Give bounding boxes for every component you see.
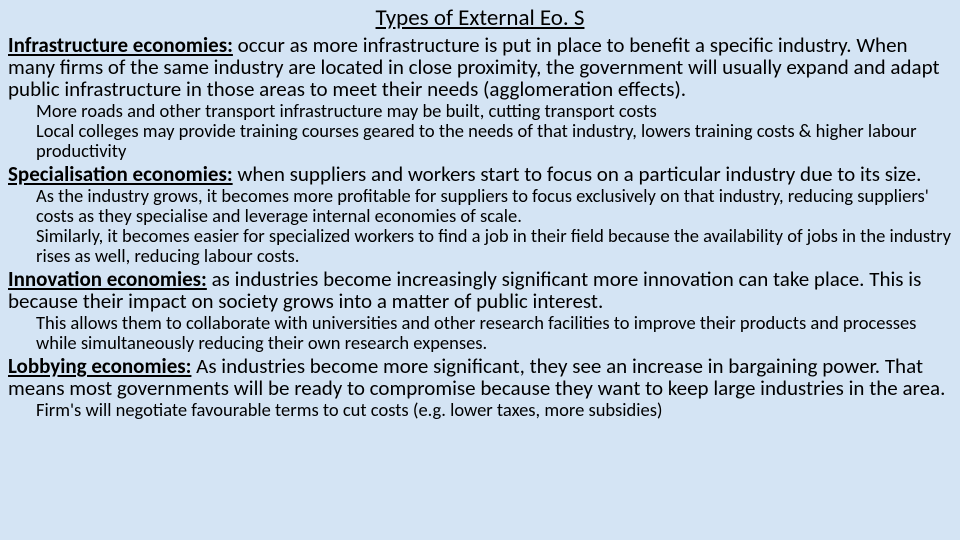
sub-list: More roads and other transport infrastru… bbox=[8, 101, 952, 161]
sub-list: Firm's will negotiate favourable terms t… bbox=[8, 400, 952, 420]
sub-item: Similarly, it becomes easier for special… bbox=[36, 226, 952, 266]
section-body: Infrastructure economies: occur as more … bbox=[8, 34, 952, 100]
sub-item: As the industry grows, it becomes more p… bbox=[36, 186, 952, 226]
sub-list: This allows them to collaborate with uni… bbox=[8, 313, 952, 353]
sub-item: Local colleges may provide training cour… bbox=[36, 121, 952, 161]
section-lobbying: Lobbying economies: As industries become… bbox=[8, 355, 952, 420]
sub-item: Firm's will negotiate favourable terms t… bbox=[36, 400, 952, 420]
sub-item: More roads and other transport infrastru… bbox=[36, 101, 952, 121]
section-innovation: Innovation economies: as industries beco… bbox=[8, 268, 952, 353]
section-body: Specialisation economies: when suppliers… bbox=[8, 163, 952, 185]
sub-list: As the industry grows, it becomes more p… bbox=[8, 186, 952, 266]
section-specialisation: Specialisation economies: when suppliers… bbox=[8, 163, 952, 266]
page-title: Types of External Eo. S bbox=[8, 4, 952, 32]
section-infrastructure: Infrastructure economies: occur as more … bbox=[8, 34, 952, 161]
sub-item: This allows them to collaborate with uni… bbox=[36, 313, 952, 353]
section-body: Lobbying economies: As industries become… bbox=[8, 355, 952, 399]
section-body: Innovation economies: as industries beco… bbox=[8, 268, 952, 312]
